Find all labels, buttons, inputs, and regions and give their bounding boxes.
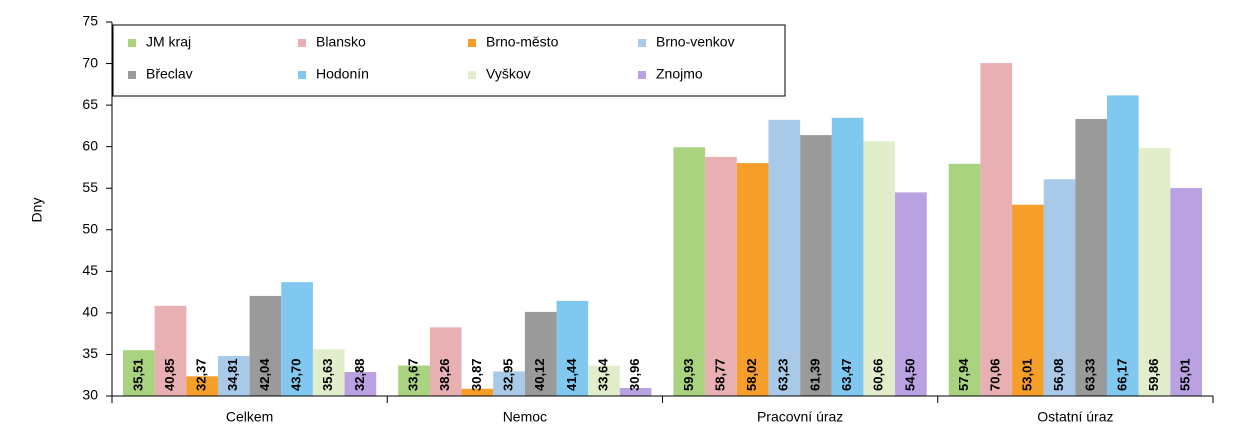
legend-label: Vyškov: [486, 66, 531, 82]
bar: [1075, 118, 1108, 397]
bar: [281, 282, 313, 396]
y-tick-label: 75: [82, 13, 98, 29]
bar: [895, 192, 927, 396]
x-tick-label: Pracovní úraz: [757, 409, 843, 425]
legend-marker: [298, 71, 306, 79]
bar: [736, 163, 769, 396]
legend-label: Hodonín: [316, 66, 369, 82]
legend-label: Břeclav: [146, 66, 193, 82]
value-label: 60,66: [871, 358, 886, 391]
value-label: 70,06: [988, 358, 1003, 391]
value-label: 32,95: [500, 358, 515, 391]
value-label: 38,26: [437, 358, 452, 391]
bar: [556, 300, 589, 396]
bar: [217, 356, 250, 396]
y-tick-label: 50: [82, 220, 98, 236]
bar: [800, 135, 832, 396]
value-label: 56,08: [1051, 358, 1066, 391]
x-tick-label: Nemoc: [503, 409, 547, 425]
value-label: 32,88: [352, 358, 367, 391]
bar: [619, 388, 652, 396]
legend: [112, 24, 786, 97]
bar: [398, 365, 430, 396]
bar: [493, 371, 525, 396]
y-tick-label: 40: [82, 304, 98, 320]
legend-label: JM kraj: [146, 34, 191, 50]
legend-label: Brno-město: [486, 34, 559, 50]
value-label: 40,85: [162, 358, 177, 391]
bar: [863, 141, 896, 396]
y-tick-label: 65: [82, 96, 98, 112]
value-label: 35,51: [130, 358, 145, 391]
bar: [429, 327, 462, 396]
value-label: 33,67: [406, 358, 421, 391]
value-label: 59,86: [1146, 358, 1161, 391]
value-label: 53,01: [1019, 358, 1034, 391]
value-label: 59,93: [681, 358, 696, 391]
value-label: 34,81: [225, 358, 240, 391]
bar: [948, 163, 981, 396]
y-tick-label: 60: [82, 137, 98, 153]
value-label: 58,02: [744, 358, 759, 391]
value-label: 35,63: [320, 358, 335, 391]
bar: [673, 147, 706, 396]
bar: [186, 376, 218, 396]
bar: [1107, 95, 1139, 396]
bar: [1043, 179, 1076, 396]
value-label: 57,94: [956, 358, 971, 391]
y-tick-label: 30: [82, 387, 98, 403]
bar: [461, 388, 494, 396]
value-label: 63,23: [776, 358, 791, 391]
value-label: 63,47: [839, 358, 854, 391]
value-label: 66,17: [1114, 358, 1129, 391]
y-tick-label: 35: [82, 345, 98, 361]
bar: [588, 365, 620, 396]
bar: [524, 311, 557, 396]
bar: [768, 119, 801, 396]
value-label: 32,37: [194, 358, 209, 391]
legend-marker: [468, 39, 476, 47]
value-label: 54,50: [902, 358, 917, 391]
y-tick-label: 45: [82, 262, 98, 278]
x-tick-label: Ostatní úraz: [1037, 409, 1113, 425]
bar: [123, 350, 155, 396]
value-label: 42,04: [257, 358, 272, 391]
bar: [154, 305, 187, 396]
value-label: 55,01: [1178, 358, 1193, 391]
x-tick-label: Celkem: [226, 409, 273, 425]
y-axis-label: Dny: [29, 198, 45, 223]
value-label: 30,96: [627, 358, 642, 391]
legend-marker: [468, 71, 476, 79]
bar: [1170, 188, 1202, 396]
legend-marker: [128, 39, 136, 47]
value-label: 58,77: [712, 358, 727, 391]
bar: [705, 156, 737, 396]
value-label: 33,64: [595, 358, 610, 391]
bar: [980, 63, 1013, 397]
legend-label: Znojmo: [656, 66, 703, 82]
bar: [831, 117, 864, 396]
y-tick-label: 55: [82, 179, 98, 195]
legend-marker: [298, 39, 306, 47]
legend-marker: [128, 71, 136, 79]
bar: [249, 295, 282, 396]
legend-label: Blansko: [316, 34, 366, 50]
value-label: 63,33: [1083, 358, 1098, 391]
legend-label: Brno-venkov: [656, 34, 735, 50]
bar: [344, 372, 377, 396]
value-label: 41,44: [564, 358, 579, 391]
value-label: 43,70: [289, 358, 304, 391]
bar: [312, 349, 345, 396]
bar: [1138, 147, 1171, 396]
value-label: 40,12: [532, 358, 547, 391]
legend-marker: [638, 39, 646, 47]
y-tick-label: 70: [82, 54, 98, 70]
legend-marker: [638, 71, 646, 79]
bar: [1012, 204, 1044, 396]
value-label: 61,39: [807, 358, 822, 391]
value-label: 30,87: [469, 358, 484, 391]
